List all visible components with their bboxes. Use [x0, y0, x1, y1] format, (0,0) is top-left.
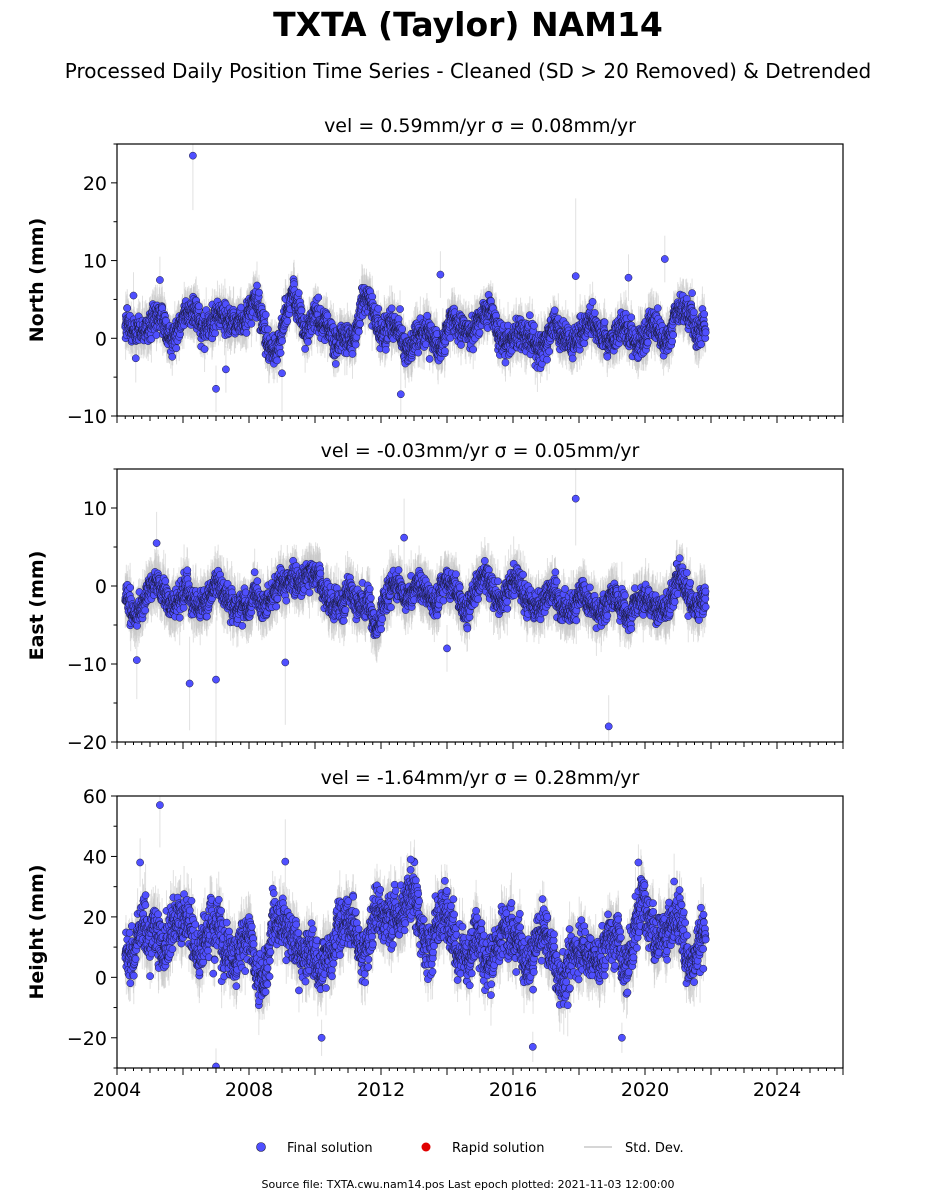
data-point — [283, 317, 292, 325]
data-point — [276, 349, 285, 357]
data-point — [348, 350, 357, 358]
data-point — [247, 319, 256, 328]
figure-title: TXTA (Taylor) NAM14 — [273, 5, 663, 44]
data-point — [396, 305, 404, 313]
data-point — [374, 304, 383, 313]
data-point — [131, 354, 140, 363]
data-point — [394, 315, 403, 323]
data-point — [211, 329, 219, 338]
data-point — [331, 360, 340, 368]
data-point — [387, 304, 396, 313]
data-point — [304, 338, 312, 346]
data-point — [264, 325, 272, 334]
data-point — [354, 327, 363, 336]
data-point — [382, 345, 390, 354]
data-point — [168, 352, 177, 361]
data-point — [297, 306, 306, 315]
figure-subtitle: Processed Daily Position Time Series - C… — [65, 59, 871, 83]
data-point — [172, 344, 181, 353]
data-point — [273, 356, 282, 365]
series-final-solution — [121, 144, 710, 416]
data-point — [152, 331, 161, 339]
data-point — [414, 348, 423, 357]
y-axis-label: North (mm) — [26, 218, 48, 343]
data-point — [255, 288, 263, 297]
data-point — [323, 311, 332, 320]
data-point — [253, 281, 261, 290]
data-points — [121, 151, 710, 399]
data-point — [200, 345, 209, 354]
data-point — [423, 311, 432, 320]
data-point — [294, 289, 303, 297]
data-point — [301, 345, 309, 353]
data-point — [314, 293, 323, 302]
data-point — [398, 325, 407, 333]
data-point — [242, 329, 251, 337]
data-point — [441, 347, 449, 355]
data-point — [195, 302, 203, 311]
data-point — [425, 355, 434, 363]
data-point — [356, 320, 364, 328]
std-dev-bars — [124, 144, 707, 416]
data-point — [123, 304, 132, 313]
data-point — [261, 310, 270, 319]
data-point — [147, 335, 156, 343]
data-point — [278, 337, 286, 345]
panel-title: vel = 0.59mm/yr σ = 0.08mm/yr — [324, 115, 636, 137]
